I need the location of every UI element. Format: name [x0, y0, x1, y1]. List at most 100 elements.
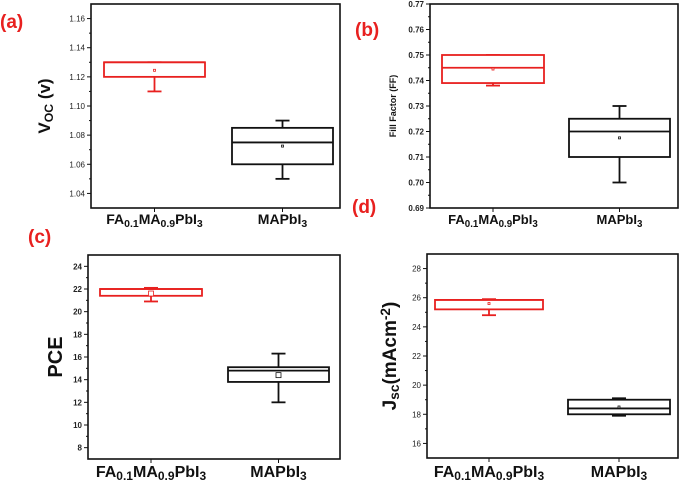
box-2: [231, 119, 334, 180]
x-label-subscript: 0.9: [499, 219, 513, 230]
y-tick-label: 0.70: [408, 179, 424, 188]
y-tick-label: 16: [73, 353, 82, 362]
x-tick-label: FA0.1MA0.9PbI3: [434, 464, 545, 481]
x-label-subscript: 3: [637, 219, 643, 230]
panel-b: 0.69 0.70 0.71 0.72 0.73 0.74 0.75 0.76 0.77 (b) F…: [355, 0, 679, 230]
mean-marker: [275, 372, 282, 379]
panel-a: 1.04 1.06 1.08 1.10 1.12 1.14 1.16 (a) VOC (v) FA…: [0, 3, 341, 230]
y-tick-label: 24: [412, 323, 421, 332]
x-label-subscript: 3: [300, 469, 307, 481]
y-label-sub: OC: [42, 104, 56, 123]
x-label-subscript: 0.1: [454, 469, 471, 481]
x-label-subscript: 0.1: [465, 219, 479, 230]
mean-marker: [618, 136, 621, 140]
x-tick-label: MAPbI3: [258, 211, 308, 230]
panel-label: (a): [0, 12, 23, 33]
y-tick-label: 14: [73, 376, 82, 385]
panel-label: (b): [355, 20, 379, 41]
x-label-text: MA: [133, 464, 158, 481]
x-label-subscript: 3: [537, 469, 544, 481]
x-label-subscript: 0.9: [496, 469, 513, 481]
x-label-subscript: 3: [301, 218, 307, 230]
box-2: [227, 352, 330, 404]
y-tick-label: 0.73: [408, 102, 424, 111]
y-tick-label: 18: [73, 330, 82, 339]
y-tick-label: 22: [412, 352, 421, 361]
x-label-text: PbI: [175, 211, 197, 227]
y-label-end: ): [380, 302, 401, 308]
y-tick-label: 1.12: [69, 73, 85, 82]
y-tick-label: 12: [73, 398, 82, 407]
y-tick-label: 18: [412, 410, 421, 419]
x-label-text: FA: [106, 211, 124, 227]
box-2: [567, 397, 671, 417]
y-tick-label: 8: [78, 444, 83, 453]
y-tick-label: 28: [412, 265, 421, 274]
box-1: [441, 54, 545, 87]
y-label-main: V: [35, 122, 54, 134]
y-tick-label: 10: [73, 421, 82, 430]
x-tick-label: MAPbI3: [597, 212, 643, 230]
x-tick-label: FA0.1MA0.9PbI3: [448, 212, 538, 230]
box-1: [103, 61, 206, 93]
x-label-subscript: 3: [532, 219, 538, 230]
mean-marker: [617, 405, 621, 409]
mean-marker: [487, 302, 491, 305]
x-tick-label: MAPbI3: [250, 464, 307, 481]
y-label-main: PCE: [45, 336, 67, 377]
x-label-text: MA: [139, 211, 161, 227]
y-tick-label: 0.72: [408, 128, 424, 137]
plot-frame: [429, 3, 679, 209]
box-2: [568, 105, 671, 184]
x-label-text: MAPbI: [258, 211, 302, 227]
x-label-subscript: 0.9: [161, 218, 176, 230]
box-1: [99, 286, 203, 303]
y-tick-label: 1.14: [69, 44, 85, 53]
y-label-sup: -2: [378, 308, 393, 321]
y-label-rest: (v): [35, 78, 54, 104]
x-label-subscript: 0.1: [124, 218, 139, 230]
x-label-text: FA: [448, 212, 465, 227]
y-axis-label: PCE: [45, 336, 67, 377]
y-tick-label: 16: [412, 439, 421, 448]
x-label-text: PbI: [513, 464, 538, 481]
x-label-text: FA: [96, 464, 117, 481]
y-tick-label: 0.71: [408, 153, 424, 162]
y-tick-label: 20: [73, 308, 82, 317]
y-tick-label: 0.76: [408, 26, 424, 35]
y-tick-label: 0.69: [408, 204, 424, 213]
y-axis-label: Fill Factor (FF): [388, 75, 398, 138]
y-label-rest: (mAcm: [380, 320, 401, 384]
plot-frame: [87, 254, 341, 460]
plot-frame: [426, 253, 679, 459]
x-label-text: PbI: [175, 464, 200, 481]
y-tick-label: 0.75: [408, 51, 424, 60]
y-label-main: J: [380, 400, 401, 411]
y-axis-label: VOC (v): [35, 78, 56, 133]
panel-label: (d): [352, 197, 376, 218]
mean-marker: [281, 144, 284, 148]
y-tick-label: 1.08: [69, 131, 85, 140]
x-label-subscript: 0.1: [116, 469, 133, 481]
y-label-main: Fill Factor (FF): [388, 75, 398, 138]
y-tick-label: 24: [73, 262, 82, 271]
y-tick-label: 0.74: [408, 77, 424, 86]
y-tick-label: 1.10: [69, 102, 85, 111]
y-tick-label: 22: [73, 285, 82, 294]
panel-label: (c): [28, 227, 51, 248]
box-1: [434, 298, 544, 317]
x-label-text: MAPbI: [250, 464, 300, 481]
y-tick-label: 0.77: [408, 0, 424, 9]
x-label-subscript: 3: [641, 469, 648, 481]
panel-d: 16182022242628(d)Jsc(mAcm-2)FA0.1MA0.9Pb…: [352, 197, 679, 481]
x-label-text: MA: [471, 464, 496, 481]
y-tick-label: 1.04: [69, 189, 85, 198]
mean-marker: [153, 68, 156, 72]
y-tick-label: 26: [412, 294, 421, 303]
x-label-subscript: 3: [197, 218, 203, 230]
x-tick-label: FA0.1MA0.9PbI3: [106, 211, 203, 230]
x-label-subscript: 3: [199, 469, 206, 481]
y-axis-label: Jsc(mAcm-2): [378, 302, 402, 411]
y-tick-label: 1.06: [69, 160, 85, 169]
mean-marker: [491, 67, 495, 71]
